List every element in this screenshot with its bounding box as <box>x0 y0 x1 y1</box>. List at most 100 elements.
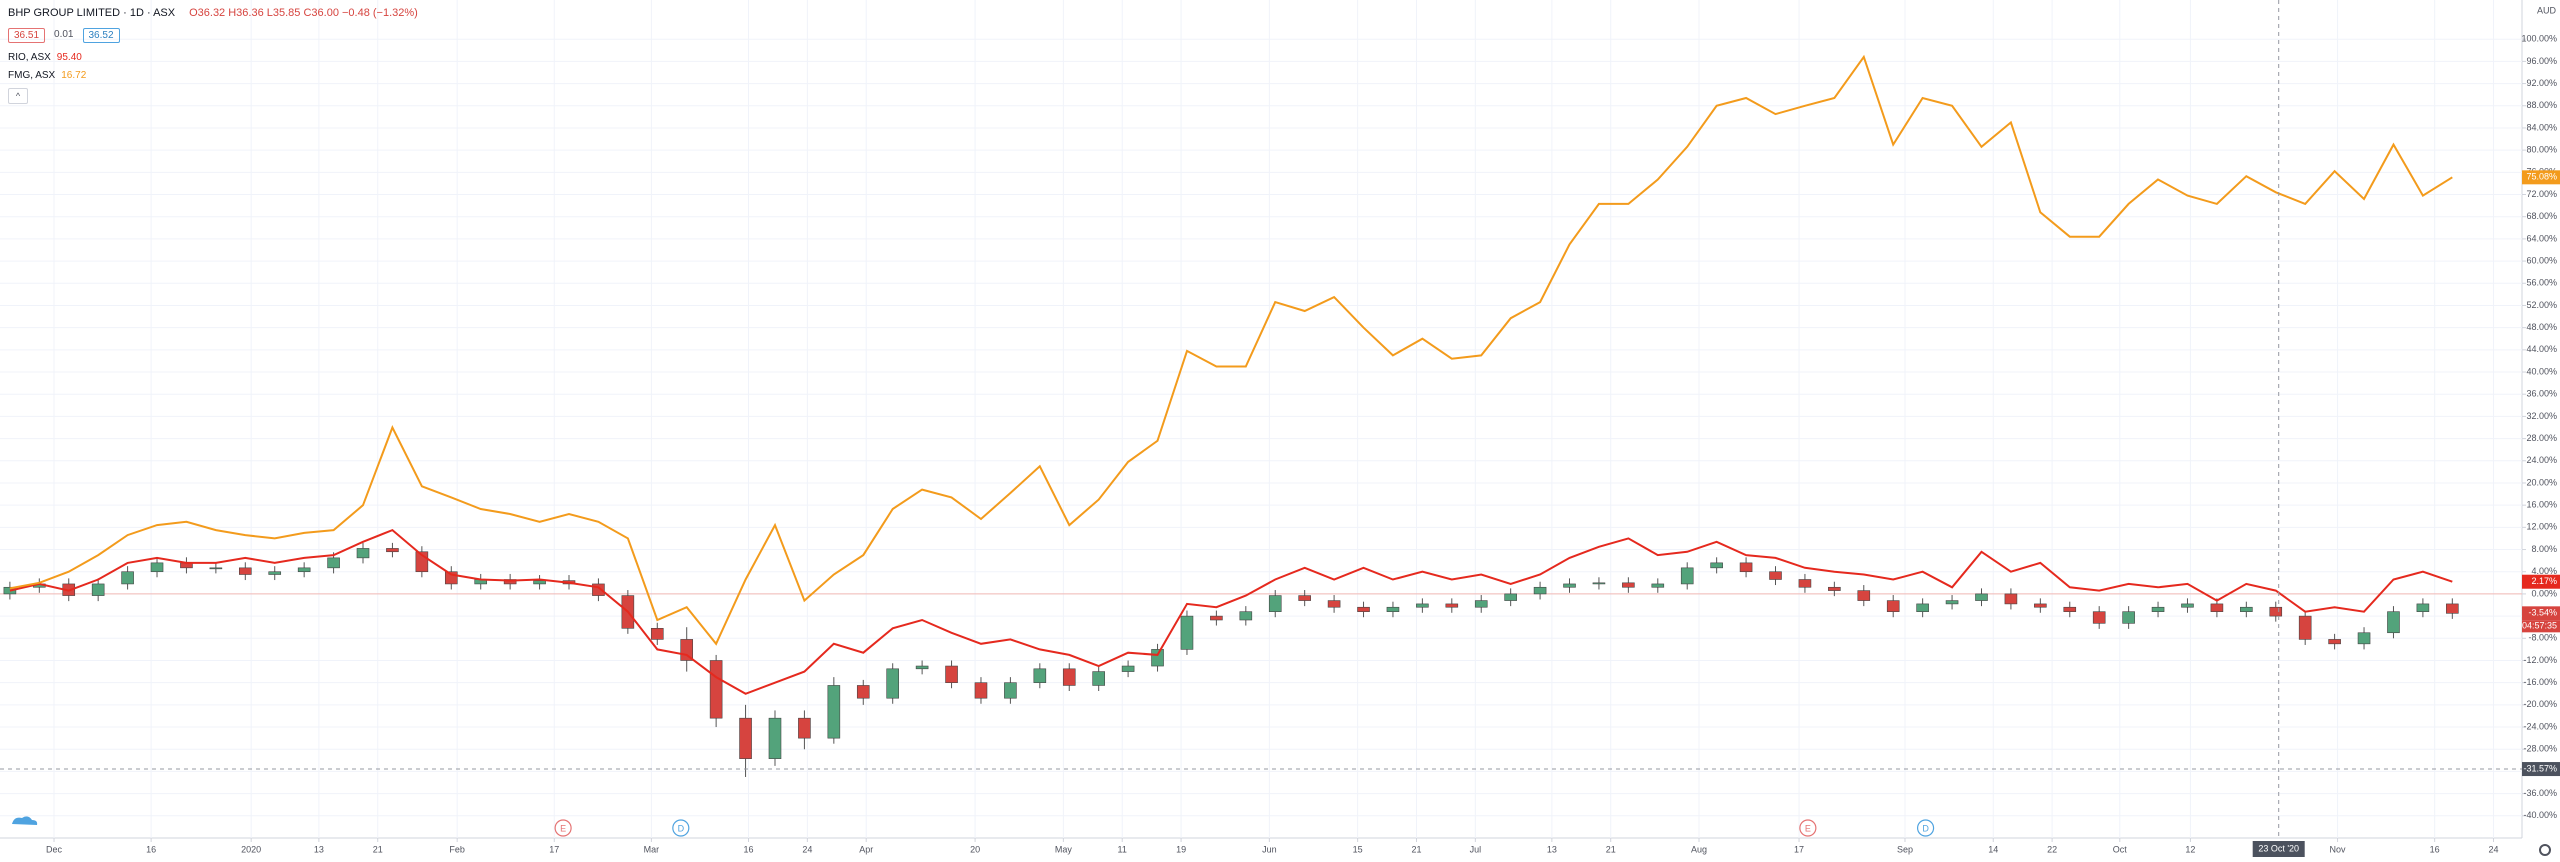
last-value-label: 75.08% <box>2526 172 2557 182</box>
y-tick-label: 24.00% <box>2526 455 2557 465</box>
candle-body <box>1474 600 1488 608</box>
candle-body <box>1151 649 1164 667</box>
candle-body <box>1004 682 1017 699</box>
series-line <box>9 54 2453 646</box>
candle-body <box>1239 611 1253 621</box>
candle-body <box>739 717 752 759</box>
x-tick-label: 13 <box>314 844 324 854</box>
candle-body <box>1092 671 1105 686</box>
series-line <box>9 528 2453 695</box>
x-tick-label: 14 <box>1988 844 1998 854</box>
candle-body <box>2151 606 2165 612</box>
y-tick-label: 52.00% <box>2526 300 2557 310</box>
legend-name: RIO, ASX <box>8 52 51 63</box>
candle-body <box>915 665 929 670</box>
currency-label: AUD <box>2537 5 2557 15</box>
event-marker <box>1799 819 1817 837</box>
y-tick-label: -8.00% <box>2528 633 2557 643</box>
ask[interactable]: 36.52 <box>82 28 120 43</box>
settings-gear[interactable] <box>2539 844 2551 856</box>
candle-body <box>91 583 105 596</box>
x-tick-label: Oct <box>2113 844 2128 854</box>
collapse-button[interactable]: ^ <box>8 88 28 104</box>
candle-body <box>533 580 546 585</box>
x-tick-label: 20 <box>970 844 980 854</box>
event-label: E <box>560 823 566 833</box>
candle-body <box>768 717 782 759</box>
candle-body <box>150 562 164 573</box>
candle-body <box>2181 603 2194 608</box>
candle-body <box>1298 595 1311 601</box>
x-tick-label: 11 <box>1118 844 1127 854</box>
candle-body <box>1180 615 1194 650</box>
x-tick-label: 21 <box>1411 844 1421 854</box>
x-tick-label: Nov <box>2330 844 2347 854</box>
candle-body <box>1121 665 1135 672</box>
x-tick-label: Apr <box>859 844 873 854</box>
y-tick-label: -24.00% <box>2523 721 2557 731</box>
y-tick-label: 8.00% <box>2531 544 2557 554</box>
x-tick-label: 19 <box>1176 844 1186 854</box>
y-tick-label: -36.00% <box>2523 788 2557 798</box>
candle-body <box>974 682 988 699</box>
candle-body <box>1622 582 1635 588</box>
x-tick-label: Sep <box>1897 844 1913 854</box>
x-tick-label: Aug <box>1691 844 1707 854</box>
y-tick-label: -12.00% <box>2523 655 2557 665</box>
candle-body <box>1033 668 1047 683</box>
candle-body <box>1651 583 1665 588</box>
quote-boxes: 36.51 0.01 36.52 <box>8 28 120 43</box>
candle-body <box>2034 603 2047 608</box>
candle-body <box>2446 603 2459 614</box>
y-tick-label: 44.00% <box>2526 344 2557 354</box>
y-tick-label: 84.00% <box>2526 122 2557 132</box>
candle-body <box>1357 606 1370 612</box>
y-tick-label: 12.00% <box>2526 522 2557 532</box>
y-tick-label: 68.00% <box>2526 211 2557 221</box>
legend-value: 95.40 <box>56 52 82 63</box>
candle-body <box>268 571 282 575</box>
y-tick-label: 20.00% <box>2526 477 2557 487</box>
y-tick-label: 80.00% <box>2526 145 2557 155</box>
candle-body <box>503 579 517 585</box>
legend-name: FMG, ASX <box>8 70 56 81</box>
candle-body <box>945 665 958 683</box>
event-marker <box>554 819 572 837</box>
y-tick-label: 32.00% <box>2526 411 2557 421</box>
y-tick-label: 96.00% <box>2526 56 2557 66</box>
crosshair-y-tag <box>2522 762 2560 777</box>
candle-body <box>856 685 870 699</box>
candle-body <box>798 717 811 739</box>
y-tick-label: 36.00% <box>2526 389 2557 399</box>
y-tick-label: -28.00% <box>2523 744 2557 754</box>
y-tick-label: 100.00% <box>2521 34 2557 44</box>
candle-body <box>2387 611 2400 634</box>
legend-entry: RIO, ASX 95.40 <box>8 52 82 63</box>
last-value-tag <box>2522 574 2560 589</box>
y-tick-label: 72.00% <box>2526 189 2557 199</box>
candle-body <box>2357 632 2371 645</box>
x-tick-label: 16 <box>146 844 156 854</box>
x-tick-label: Mar <box>644 844 660 854</box>
last-value-label: -3.54% <box>2528 608 2557 618</box>
candle-body <box>2240 606 2253 612</box>
candle-body <box>356 548 370 559</box>
candle-body <box>2063 606 2077 612</box>
candle-body <box>327 557 340 569</box>
event-label: D <box>678 823 685 833</box>
bid[interactable]: 36.51 <box>8 28 46 43</box>
x-tick-label: Jun <box>1262 844 1277 854</box>
logo <box>12 816 38 825</box>
candle-body <box>886 668 899 699</box>
candle-body <box>1975 593 1988 601</box>
crosshair-x-label: 23 Oct '20 <box>2258 843 2299 853</box>
x-tick-label: 21 <box>1606 844 1616 854</box>
y-tick-label: 56.00% <box>2526 278 2557 288</box>
y-tick-label: 16.00% <box>2526 500 2557 510</box>
x-tick-label: 13 <box>1547 844 1557 854</box>
candle-body <box>2416 603 2430 612</box>
spread: 0.01 <box>54 29 74 40</box>
y-tick-label: 92.00% <box>2526 78 2557 88</box>
